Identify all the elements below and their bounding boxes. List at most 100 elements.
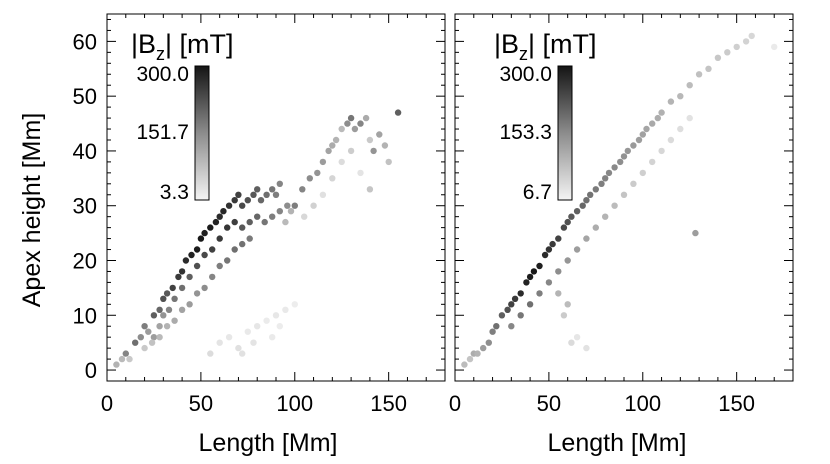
left-scatter-point [338,125,345,133]
left-scatter-point [319,158,327,166]
left-x-tick-label: 150 [370,391,407,416]
right-scatter-point [724,49,731,56]
right-panel: 0 50 100 150 Length [Mm] |Bz| [mT] 300.0 15… [449,13,794,457]
right-scatter-point [555,235,562,242]
right-colorbar-max-label: 300.0 [499,63,552,86]
left-scatter-point [175,273,182,281]
left-scatter-point [201,284,208,292]
left-scatter-point [113,361,120,368]
right-scatter-point [530,268,538,275]
right-x-axis-label: Length [Mm] [548,429,687,457]
left-scatter-point [182,257,190,264]
left-scatter-point [171,317,178,324]
right-scatter-point [466,355,474,363]
left-scatter-points [113,109,402,368]
left-scatter-point [201,251,208,259]
right-scatter-point [587,191,594,198]
right-x-tick-label: 150 [718,391,755,416]
right-scatter-point [598,180,605,187]
right-scatter-point [677,93,684,100]
left-scatter-point [132,339,139,346]
left-scatter-point [239,202,246,209]
left-colorbar-max-label: 300.0 [136,63,189,86]
left-scatter-point [272,191,280,198]
right-scatter-point [635,136,643,144]
left-scatter-point [362,114,370,122]
right-scatter-point [564,218,571,226]
right-scatter-point [583,344,590,352]
right-scatter-point [579,202,586,209]
right-scatter-point [733,43,740,51]
right-scatter-point [573,208,581,215]
left-scatter-point [150,312,158,319]
left-scatter-point [148,339,156,346]
right-scatter-point [560,312,568,319]
left-scatter-point [207,350,214,357]
right-scatter-point [523,279,530,286]
right-scatter-point [560,224,568,231]
right-scatter-point [639,169,646,177]
left-scatter-point [235,344,242,352]
right-scatter-point [555,268,562,275]
right-x-tick-label: 100 [624,391,661,416]
left-scatter-point [231,218,238,226]
left-y-tick-label: 30 [73,194,97,219]
left-scatter-point [239,240,246,248]
right-scatter-point [620,153,628,160]
right-scatter-point [517,290,524,297]
left-scatter-point [239,350,246,357]
left-scatter-point [163,290,171,297]
left-scatter-point [216,213,223,220]
left-scatter-point [329,175,336,182]
right-scatter-point [493,323,500,330]
right-scatter-point [649,158,656,166]
left-scatter-point [254,323,261,330]
right-scatter-point [583,235,590,242]
right-scatter-point [686,82,693,89]
right-scatter-points [461,32,778,368]
left-scatter-point [250,191,257,198]
right-scatter-point [667,136,675,144]
left-scatter-point [269,334,276,341]
right-scatter-point [474,350,481,357]
right-scatter-point [686,114,693,122]
left-scatter-point [276,180,283,187]
left-scatter-point [122,350,129,357]
left-scatter-point [178,306,186,313]
right-colorbar: |Bz| [mT] 300.0 153.3 6.7 [494,29,597,204]
right-scatter-point [541,251,549,259]
right-scatter-point [573,334,581,341]
left-scatter-point [347,147,355,155]
right-scatter-point [643,125,650,133]
left-scatter-point [301,213,308,220]
right-scatter-point [568,213,575,220]
right-scatter-point [617,158,624,166]
right-scatter-point [485,339,492,346]
left-scatter-point [163,323,171,330]
right-colorbar-title: |Bz| [mT] [494,29,597,64]
left-scatter-point [201,229,208,237]
right-scatter-point [630,142,637,149]
left-scatter-point [282,306,289,313]
left-scatter-point [287,208,295,215]
left-scatter-point [126,355,133,363]
left-scatter-point [254,213,261,220]
left-scatter-point [269,213,276,220]
right-scatter-point [620,191,628,198]
left-scatter-point [261,218,268,226]
right-colorbar-min-label: 6.7 [523,181,552,204]
right-scatter-point [564,257,571,264]
left-scatter-point [282,218,289,226]
left-panel: 0 50 100 150 0 10 20 30 40 50 60 Length [Mm] Apex … [18,13,446,457]
right-colorbar-gradient [557,65,573,201]
right-colorbar-mid-label: 153.3 [499,121,552,144]
left-scatter-point [332,136,340,144]
left-scatter-point [212,218,220,226]
right-scatter-point [504,306,511,313]
left-scatter-point [220,208,227,215]
left-y-tick-label: 40 [73,139,97,164]
left-scatter-point [272,312,280,319]
right-scatter-point [692,229,699,237]
right-scatter-point [583,197,590,204]
